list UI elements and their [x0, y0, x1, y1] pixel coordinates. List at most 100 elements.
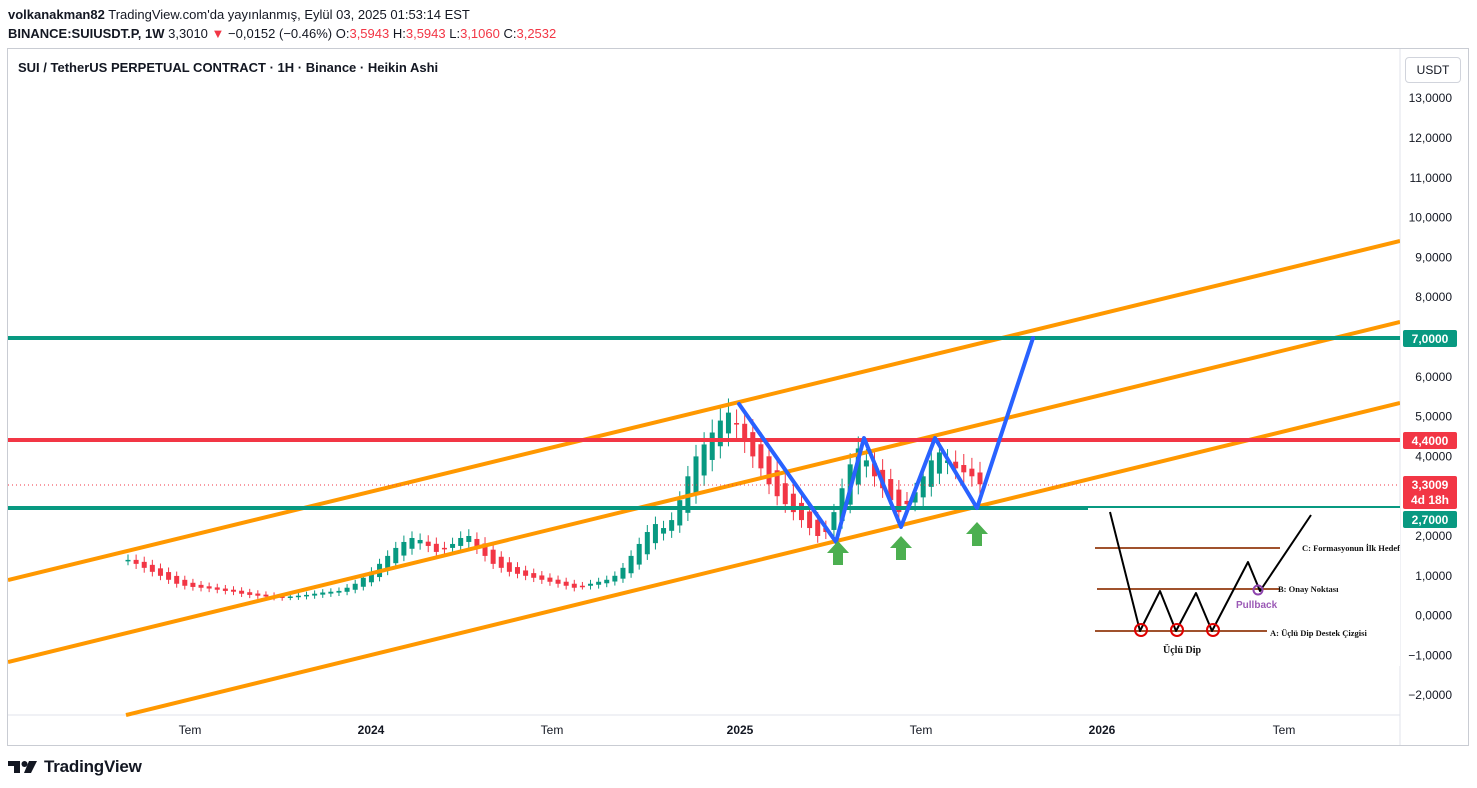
chart-title: SUI / TetherUS PERPETUAL CONTRACT · 1H ·…: [18, 60, 439, 75]
currency-selector[interactable]: USDT: [1405, 57, 1461, 83]
time-axis-tick: Tem: [910, 723, 933, 737]
candle-body: [222, 588, 228, 591]
candle-body: [255, 593, 261, 596]
candle-body: [166, 572, 172, 580]
candle-body: [661, 528, 667, 534]
low-value: 3,1060: [460, 26, 500, 41]
open-label: O:: [335, 26, 350, 41]
candle-body: [750, 432, 756, 457]
candle-body: [588, 583, 594, 586]
candle-body: [831, 512, 837, 530]
candle-body: [247, 592, 253, 595]
price-axis-tick: 10,0000: [1409, 211, 1453, 225]
candle-body: [596, 581, 602, 585]
candle-body: [717, 420, 723, 447]
candle-body: [872, 463, 878, 477]
candle-body: [734, 423, 740, 425]
triple-bottom-inset: C: Formasyonun İlk Hedefi B: Onay Noktas…: [1088, 508, 1400, 666]
time-axis[interactable]: Tem 2024 Tem 2025 Tem 2026 Tem: [179, 723, 1296, 737]
plot-area[interactable]: C: Formasyonun İlk Hedefi B: Onay Noktas…: [8, 239, 1403, 717]
candle-body: [920, 476, 926, 498]
high-value: 3,5943: [405, 26, 446, 41]
candle-body: [450, 543, 456, 548]
publish-line: volkanakman82 TradingView.com'da yayınla…: [8, 5, 556, 24]
candle-body: [198, 584, 204, 588]
candle-body: [555, 579, 561, 584]
channel-line-middle[interactable]: [8, 320, 1400, 664]
countdown-label: 4d 18h: [1411, 493, 1449, 507]
candle-body: [969, 468, 975, 477]
candle-body: [863, 460, 869, 467]
price-axis-tick: 6,0000: [1415, 370, 1452, 384]
chart-header: volkanakman82 TradingView.com'da yayınla…: [8, 5, 556, 43]
price-axis[interactable]: 13,0000 12,0000 11,0000 10,0000 9,0000 8,0000…: [1408, 91, 1452, 702]
candle-body: [790, 493, 796, 513]
symbol-label[interactable]: BINANCE:SUIUSDT.P, 1W: [8, 26, 165, 41]
candle-body: [725, 412, 731, 434]
candle-body: [539, 575, 545, 580]
low-label: L:: [449, 26, 461, 41]
price-tag-4-4: 4,4000: [1403, 432, 1457, 449]
candle-body: [190, 582, 196, 587]
candle-body: [474, 538, 480, 548]
close-value: 3,2532: [516, 26, 557, 41]
candle-body: [393, 547, 399, 564]
username[interactable]: volkanakman82: [8, 7, 105, 22]
time-axis-tick: 2026: [1089, 723, 1116, 737]
candle-body: [498, 556, 504, 568]
candle-body: [312, 593, 318, 596]
candle-body: [125, 559, 131, 562]
up-arrow-icon: [966, 522, 988, 546]
price-axis-tick: 1,0000: [1415, 569, 1452, 583]
candle-body: [774, 470, 780, 497]
price-axis-tick: 2,0000: [1415, 529, 1452, 543]
pattern-path[interactable]: [737, 336, 1035, 544]
time-axis-tick: Tem: [179, 723, 202, 737]
candle-body: [782, 483, 788, 505]
candle-body: [904, 500, 910, 505]
candle-body: [490, 549, 496, 564]
publish-info: TradingView.com'da yayınlanmış, Eylül 03…: [108, 7, 470, 22]
chart-frame[interactable]: [7, 48, 1469, 746]
candle-body: [888, 479, 894, 501]
candle-body: [547, 577, 553, 582]
up-arrow-icon: [827, 541, 849, 565]
candle-body: [506, 562, 512, 572]
price-tag-2-7-label: 2,7000: [1412, 513, 1449, 527]
candle-body: [214, 587, 220, 590]
tradingview-logo[interactable]: TradingView: [8, 756, 142, 778]
candle-body: [977, 472, 983, 485]
price-axis-tick: 12,0000: [1409, 131, 1453, 145]
time-axis-tick: Tem: [1273, 723, 1296, 737]
open-value: 3,5943: [349, 26, 390, 41]
candle-body: [141, 561, 147, 568]
candle-body: [815, 519, 821, 536]
price-axis-tick: 4,0000: [1415, 449, 1452, 463]
candle-body: [636, 543, 642, 565]
candle-body: [336, 590, 342, 593]
channel-line-bottom[interactable]: [125, 401, 1400, 717]
candle-body: [604, 579, 610, 584]
candle-body: [563, 581, 569, 586]
candle-body: [295, 595, 301, 598]
candle-body: [928, 460, 934, 487]
channel-line-top[interactable]: [8, 239, 1400, 582]
candle-body: [912, 492, 918, 503]
ohlc-line: BINANCE:SUIUSDT.P, 1W 3,3010 ▼ −0,0152 (…: [8, 24, 556, 43]
time-axis-tick: Tem: [541, 723, 564, 737]
candle-body: [482, 543, 488, 556]
candle-body: [953, 461, 959, 469]
price-axis-tick: 11,0000: [1410, 171, 1453, 185]
candle-body: [287, 596, 293, 598]
candle-body: [433, 543, 439, 552]
time-axis-tick: 2025: [727, 723, 754, 737]
inset-bottom-marker: [1170, 623, 1184, 637]
candle-body: [612, 575, 618, 582]
price-tag-4-4-label: 4,4000: [1412, 434, 1449, 448]
inset-bottom-marker: [1134, 623, 1148, 637]
inset-background: [1088, 508, 1400, 666]
price-axis-tick: 5,0000: [1415, 410, 1452, 424]
candle-body: [182, 579, 188, 586]
candle-body: [758, 444, 764, 469]
